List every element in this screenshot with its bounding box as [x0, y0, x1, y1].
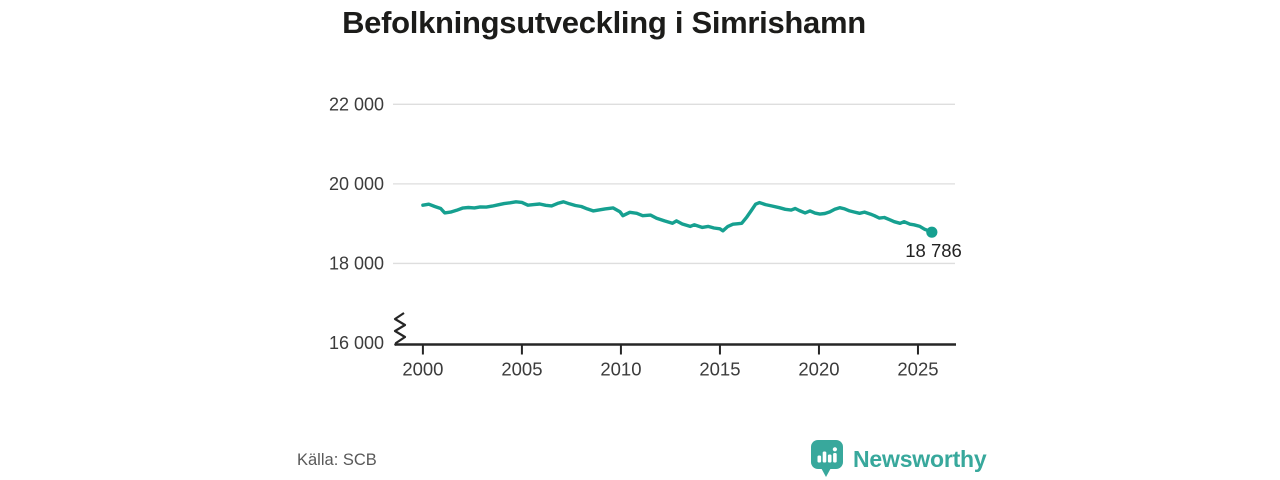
y-tick-label: 18 000 [329, 253, 384, 273]
population-line [421, 200, 934, 234]
x-tick-label: 2005 [501, 359, 542, 380]
x-tick-label: 2020 [798, 359, 839, 380]
newsworthy-logo[interactable]: Newsworthy [810, 440, 987, 478]
y-tick-label: 16 000 [329, 333, 384, 353]
source-caption: Källa: SCB [297, 451, 377, 469]
newsworthy-wordmark: Newsworthy [853, 445, 987, 472]
x-tick-label: 2010 [600, 359, 641, 380]
latest-value-dot [926, 226, 938, 238]
latest-value-label: 18 786 [905, 240, 962, 261]
y-axis-break-icon [393, 312, 407, 346]
y-tick-label: 22 000 [329, 94, 384, 114]
x-tick-label: 2000 [402, 359, 443, 380]
newsworthy-speech-bubble-chart-icon [811, 440, 843, 477]
page-title: Befolkningsutveckling i Simrishamn [342, 5, 866, 40]
x-tick-label: 2015 [699, 359, 740, 380]
y-tick-label: 20 000 [329, 174, 384, 194]
x-tick-label: 2025 [897, 359, 938, 380]
